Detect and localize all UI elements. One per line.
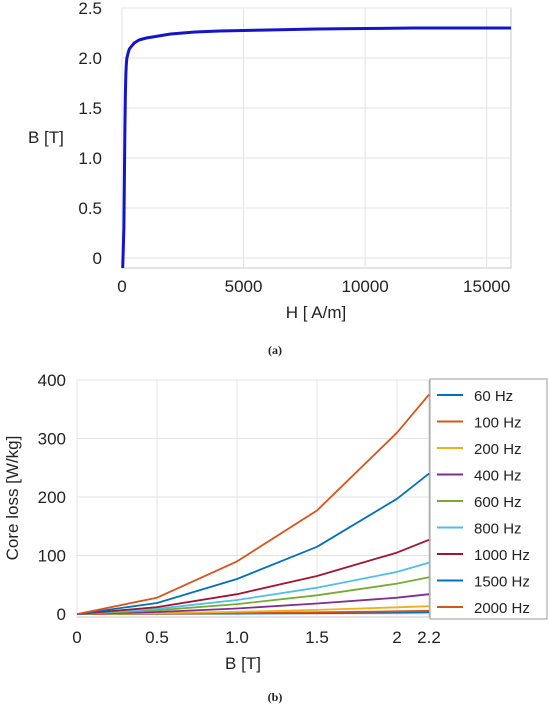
loss-plot-frame — [76, 379, 430, 618]
loss-y-tick-label: 0 — [57, 605, 66, 624]
bh-y-tick-label: 1.0 — [78, 149, 102, 168]
bh-x-tick-label: 15000 — [463, 277, 510, 296]
legend-label: 1500 Hz — [474, 574, 530, 591]
legend-box — [429, 378, 548, 620]
loss-series-line — [76, 394, 430, 615]
loss-x-tick-label: 2.2 — [417, 628, 441, 647]
loss-x-tick-label: 1.0 — [225, 628, 249, 647]
bh-x-ticks: 0 5000 10000 15000 — [117, 277, 510, 296]
legend-label: 200 Hz — [474, 441, 522, 458]
legend-label: 600 Hz — [474, 494, 522, 511]
caption-a: (a) — [268, 343, 282, 357]
loss-y-tick-label: 300 — [38, 430, 66, 449]
loss-x-axis-label: B [T] — [225, 654, 261, 673]
legend-label: 60 Hz — [474, 388, 513, 405]
loss-y-ticks: 0 100 200 300 400 — [38, 371, 66, 624]
bh-plot-area — [121, 7, 512, 269]
bh-y-tick-label: 1.5 — [78, 99, 102, 118]
loss-x-tick-label: 0 — [72, 628, 81, 647]
loss-series-line — [76, 605, 430, 615]
bh-y-axis-label: B [T] — [28, 128, 64, 147]
loss-x-ticks: 0 0.5 1.0 1.5 2 2.2 — [72, 628, 441, 647]
legend-items: 60 Hz 100 Hz 200 Hz 400 Hz 600 Hz 800 Hz 1000 … — [437, 388, 530, 617]
legend-label: 1000 Hz — [474, 547, 530, 564]
legend-label: 800 Hz — [474, 521, 522, 538]
loss-x-tick-label: 1.5 — [305, 628, 329, 647]
loss-y-axis-label: Core loss [W/kg] — [3, 436, 22, 561]
loss-lines — [76, 394, 430, 616]
legend-label: 100 Hz — [474, 415, 522, 432]
bh-y-tick-label: 0 — [93, 249, 102, 268]
legend-label: 2000 Hz — [474, 600, 530, 617]
bh-y-ticks: 0 0.5 1.0 1.5 2.0 2.5 — [78, 0, 102, 268]
loss-series-line — [76, 576, 430, 615]
bh-curve-line — [121, 26, 511, 269]
bh-y-tick-label: 0.5 — [78, 199, 102, 218]
legend-label: 400 Hz — [474, 468, 522, 485]
loss-y-tick-label: 400 — [38, 371, 66, 390]
bh-x-tick-label: 0 — [117, 277, 126, 296]
bh-x-tick-label: 5000 — [225, 277, 263, 296]
loss-y-tick-label: 200 — [38, 488, 66, 507]
bh-grid — [121, 7, 511, 268]
bh-x-tick-label: 10000 — [341, 277, 388, 296]
loss-series-line — [76, 538, 430, 615]
bh-y-tick-label: 2.5 — [78, 0, 102, 18]
loss-series-line — [76, 561, 430, 615]
bh-x-axis-label: H [ A/m] — [286, 303, 346, 322]
bh-plot-frame — [121, 7, 512, 269]
loss-plot-area — [76, 379, 430, 618]
bh-curve-group — [121, 26, 511, 269]
loss-series-line — [76, 472, 430, 615]
bh-curve-chart: 0 0.5 1.0 1.5 2.0 2.5 0 5000 10000 15000 B [T] H… — [28, 0, 512, 322]
caption-b: (b) — [267, 690, 283, 704]
loss-x-tick-label: 0.5 — [145, 628, 169, 647]
bh-y-tick-label: 2.0 — [78, 49, 102, 68]
loss-x-tick-label: 2 — [392, 628, 401, 647]
loss-series-line — [76, 593, 430, 615]
loss-y-tick-label: 100 — [38, 547, 66, 566]
legend: 60 Hz 100 Hz 200 Hz 400 Hz 600 Hz 800 Hz 1000 … — [429, 378, 548, 620]
core-loss-chart: 0 100 200 300 400 0 0.5 1.0 1.5 2 2.2 Core loss [… — [3, 371, 548, 673]
